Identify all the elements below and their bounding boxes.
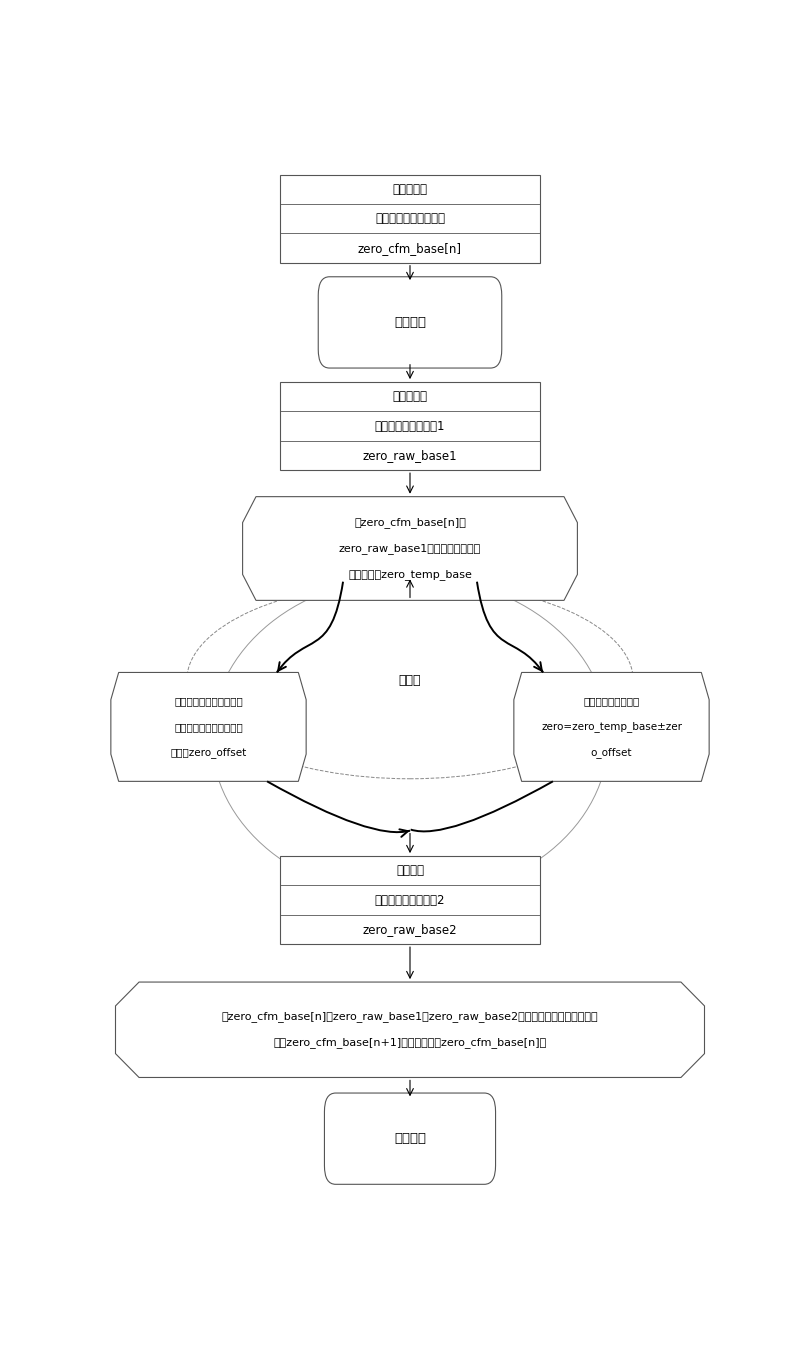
Text: 主循环: 主循环 xyxy=(398,674,422,687)
Text: 采集原始零点基准倃1: 采集原始零点基准倃1 xyxy=(374,420,446,432)
Text: 准値zero_cfm_base[n+1]并更新到队列zero_cfm_base[n]中: 准値zero_cfm_base[n+1]并更新到队列zero_cfm_base[… xyxy=(274,1037,546,1048)
Text: zero_raw_base1获得本次上电临时: zero_raw_base1获得本次上电临时 xyxy=(339,543,481,554)
Polygon shape xyxy=(111,672,306,781)
Bar xyxy=(280,383,540,470)
Text: 偏移量zero_offset: 偏移量zero_offset xyxy=(170,748,246,758)
Text: 获得确认零点基准队列: 获得确认零点基准队列 xyxy=(375,213,445,225)
FancyBboxPatch shape xyxy=(325,1092,495,1184)
Text: 掉电保持: 掉电保持 xyxy=(396,865,424,877)
Polygon shape xyxy=(514,672,709,781)
Text: zero=zero_temp_base±zer: zero=zero_temp_base±zer xyxy=(541,722,682,733)
Text: 采集原始零点基准倃2: 采集原始零点基准倃2 xyxy=(374,893,446,907)
Text: zero_raw_base1: zero_raw_base1 xyxy=(362,449,458,462)
Text: 由zero_cfm_base[n]和: 由zero_cfm_base[n]和 xyxy=(354,517,466,528)
Text: zero_cfm_base[n]: zero_cfm_base[n] xyxy=(358,241,462,255)
FancyBboxPatch shape xyxy=(318,276,502,368)
Polygon shape xyxy=(115,982,705,1078)
Text: zero_raw_base2: zero_raw_base2 xyxy=(362,923,458,936)
Text: 由zero_cfm_base[n]、zero_raw_base1、zero_raw_base2获得本次上电的确认零点基: 由zero_cfm_base[n]、zero_raw_base1、zero_ra… xyxy=(222,1012,598,1022)
Text: 系统初始化: 系统初始化 xyxy=(393,391,427,403)
Text: 下次掉电: 下次掉电 xyxy=(394,1133,426,1145)
Text: 在一定时间窗口中，监测: 在一定时间窗口中，监测 xyxy=(174,696,243,706)
Text: 前几次上电: 前几次上电 xyxy=(393,183,427,195)
Text: 本次上电: 本次上电 xyxy=(394,317,426,329)
Text: 更新应用程序的零点: 更新应用程序的零点 xyxy=(583,696,640,706)
Bar xyxy=(280,857,540,944)
Polygon shape xyxy=(242,497,578,601)
Text: 零点基准値zero_temp_base: 零点基准値zero_temp_base xyxy=(348,568,472,581)
Text: o_offset: o_offset xyxy=(590,748,632,758)
Bar xyxy=(280,175,540,263)
Text: 扭矩传感器获得即时零点: 扭矩传感器获得即时零点 xyxy=(174,722,243,731)
